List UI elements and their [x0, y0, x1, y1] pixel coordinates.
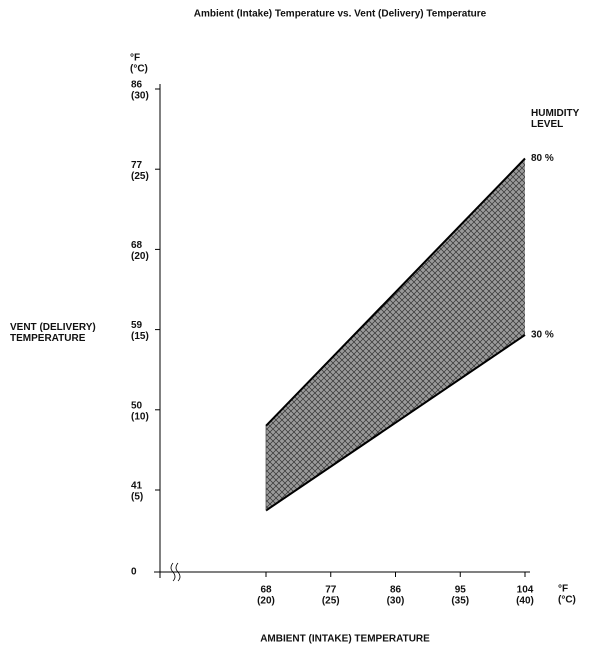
x-tick-label: 86	[390, 585, 402, 596]
y-tick-label-c: (20)	[131, 251, 149, 262]
x-tick-label: 77	[325, 585, 337, 596]
band-fill	[266, 158, 525, 511]
x-tick-label: 68	[260, 585, 272, 596]
humidity-line	[265, 334, 526, 512]
humidity-line	[265, 157, 526, 427]
series-label: 30 %	[531, 330, 554, 341]
y-tick-label-c: (15)	[131, 331, 149, 342]
y-unit-c: (°C)	[130, 64, 148, 75]
y-tick-label-c: (10)	[131, 411, 149, 422]
x-tick-label: 104	[517, 585, 534, 596]
y-tick-label: 59	[131, 320, 143, 331]
x-tick-label-c: (25)	[322, 596, 340, 607]
x-tick-label: 95	[455, 585, 467, 596]
x-tick-label-c: (20)	[257, 596, 275, 607]
chart-title: Ambient (Intake) Temperature vs. Vent (D…	[194, 9, 487, 20]
y-unit: °F	[130, 53, 140, 64]
x-tick-label-c: (40)	[516, 596, 534, 607]
x-tick-label-c: (30)	[387, 596, 405, 607]
x-unit: °F	[558, 584, 568, 595]
x-unit-c: (°C)	[558, 595, 576, 606]
legend-title: HUMIDITY LEVEL	[531, 108, 580, 130]
series-label: 80 %	[531, 153, 554, 164]
y-tick-label-c: (25)	[131, 171, 149, 182]
y-tick-label: 68	[131, 240, 143, 251]
y-axis-label: VENT (DELIVERY) TEMPERATURE	[10, 322, 96, 344]
y-tick-label: 50	[131, 400, 143, 411]
axis-break	[170, 562, 181, 582]
y-tick-label: 0	[131, 567, 137, 578]
x-tick-label-c: (35)	[451, 596, 469, 607]
y-tick-label: 77	[131, 160, 143, 171]
y-tick-label-c: (5)	[131, 492, 143, 503]
x-axis-label: AMBIENT (INTAKE) TEMPERATURE	[260, 634, 430, 645]
y-tick-label: 41	[131, 481, 143, 492]
y-tick-label: 86	[131, 80, 143, 91]
y-tick-label-c: (30)	[131, 91, 149, 102]
